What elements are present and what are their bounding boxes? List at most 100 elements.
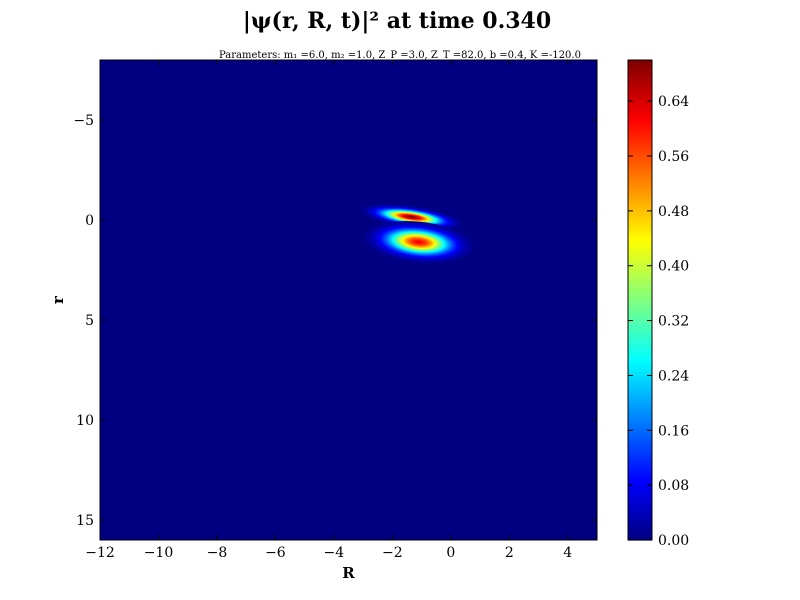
x-tick-label: 2	[505, 545, 514, 561]
colorbar-segment	[628, 376, 652, 381]
colorbar-segment	[628, 468, 652, 473]
colorbar: 0.00 0.08 0.16 0.24 0.32 0.40 0.48 0.56 0.64	[627, 59, 689, 549]
colorbar-segment	[628, 64, 652, 69]
colorbar-segment	[628, 132, 652, 137]
colorbar-tick-label: 0.40	[658, 259, 689, 275]
colorbar-segment	[628, 356, 652, 361]
y-tick-label: 5	[85, 313, 94, 329]
chart-subtitle: Parameters: m₁ =6.0, m₂ =1.0, Z_P =3.0, …	[219, 50, 581, 61]
x-tick-label: −6	[265, 545, 286, 561]
y-axis-label: r	[49, 295, 67, 304]
colorbar-tick-label: 0.00	[658, 533, 689, 549]
colorbar-segment	[628, 504, 652, 509]
colorbar-tick-label: 0.64	[658, 94, 689, 110]
colorbar-segment	[628, 224, 652, 229]
colorbar-segment	[628, 156, 652, 161]
colorbar-tick-label: 0.56	[658, 149, 689, 165]
colorbar-segment	[628, 96, 652, 101]
colorbar-segment	[628, 448, 652, 453]
colorbar-segment	[628, 364, 652, 369]
colorbar-segment	[628, 72, 652, 77]
colorbar-segment	[628, 480, 652, 485]
colorbar-segment	[628, 104, 652, 109]
colorbar-segment	[628, 460, 652, 465]
x-tick-label: 4	[563, 545, 572, 561]
colorbar-segment	[628, 248, 652, 253]
colorbar-segment	[628, 144, 652, 149]
colorbar-segment	[628, 256, 652, 261]
colorbar-segment	[628, 416, 652, 421]
colorbar-segment	[628, 484, 652, 489]
colorbar-segment	[628, 288, 652, 293]
colorbar-segment	[628, 280, 652, 285]
colorbar-segment	[628, 308, 652, 313]
colorbar-segment	[628, 440, 652, 445]
heatmap-contour	[408, 216, 415, 218]
colorbar-segment	[628, 272, 652, 277]
colorbar-segment	[628, 392, 652, 397]
colorbar-segment	[628, 532, 652, 537]
y-tick-label: 15	[76, 513, 94, 529]
heatmap-contour	[415, 240, 422, 244]
colorbar-segment	[628, 536, 652, 541]
colorbar-segment	[628, 116, 652, 121]
colorbar-segment	[628, 476, 652, 481]
colorbar-segment	[628, 340, 652, 345]
colorbar-segment	[628, 408, 652, 413]
colorbar-segment	[628, 128, 652, 133]
colorbar-segment	[628, 428, 652, 433]
y-axis: −5 0 5 10 15	[73, 113, 597, 529]
colorbar-segment	[628, 184, 652, 189]
colorbar-segment	[628, 336, 652, 341]
colorbar-segment	[628, 368, 652, 373]
colorbar-segment	[628, 492, 652, 497]
colorbar-tick-label: 0.16	[658, 423, 689, 439]
colorbar-tick-label: 0.32	[658, 314, 689, 330]
colorbar-segment	[628, 100, 652, 105]
colorbar-segment	[628, 216, 652, 221]
x-tick-label: 0	[446, 545, 455, 561]
colorbar-segment	[628, 76, 652, 81]
plot-frame	[99, 59, 598, 541]
colorbar-segment	[628, 324, 652, 329]
colorbar-segment	[628, 496, 652, 501]
colorbar-segment	[628, 244, 652, 249]
colorbar-segment	[628, 424, 652, 429]
colorbar-segment	[628, 84, 652, 89]
colorbar-segment	[628, 80, 652, 85]
colorbar-segment	[628, 112, 652, 117]
colorbar-frame	[627, 59, 653, 541]
colorbar-segment	[628, 136, 652, 141]
colorbar-segment	[628, 228, 652, 233]
x-axis: −12 −10 −8 −6 −4 −2 0 2 4	[85, 60, 572, 561]
y-tick-label: −5	[73, 113, 94, 129]
chart-title: |ψ(r, R, t)|² at time 0.340	[243, 8, 551, 34]
colorbar-segment	[628, 192, 652, 197]
colorbar-segment	[628, 436, 652, 441]
heatmap-peaks	[362, 204, 473, 263]
colorbar-segment	[628, 88, 652, 93]
colorbar-segment	[628, 432, 652, 437]
colorbar-segment	[628, 164, 652, 169]
x-axis-label: R	[342, 564, 355, 582]
colorbar-segment	[628, 420, 652, 425]
colorbar-segment	[628, 500, 652, 505]
x-tick-label: −2	[382, 545, 403, 561]
heatmap-plot-area	[99, 59, 598, 541]
colorbar-segment	[628, 292, 652, 297]
colorbar-segment	[628, 236, 652, 241]
colorbar-segment	[628, 160, 652, 165]
colorbar-segment	[628, 472, 652, 477]
colorbar-segment	[628, 512, 652, 517]
colorbar-segment	[628, 188, 652, 193]
x-tick-label: −12	[85, 545, 115, 561]
colorbar-segment	[628, 196, 652, 201]
colorbar-segment	[628, 528, 652, 533]
colorbar-segment	[628, 464, 652, 469]
colorbar-segment	[628, 400, 652, 405]
colorbar-segment	[628, 296, 652, 301]
colorbar-segment	[628, 240, 652, 245]
colorbar-segment	[628, 68, 652, 73]
colorbar-tick-label: 0.48	[658, 204, 689, 220]
